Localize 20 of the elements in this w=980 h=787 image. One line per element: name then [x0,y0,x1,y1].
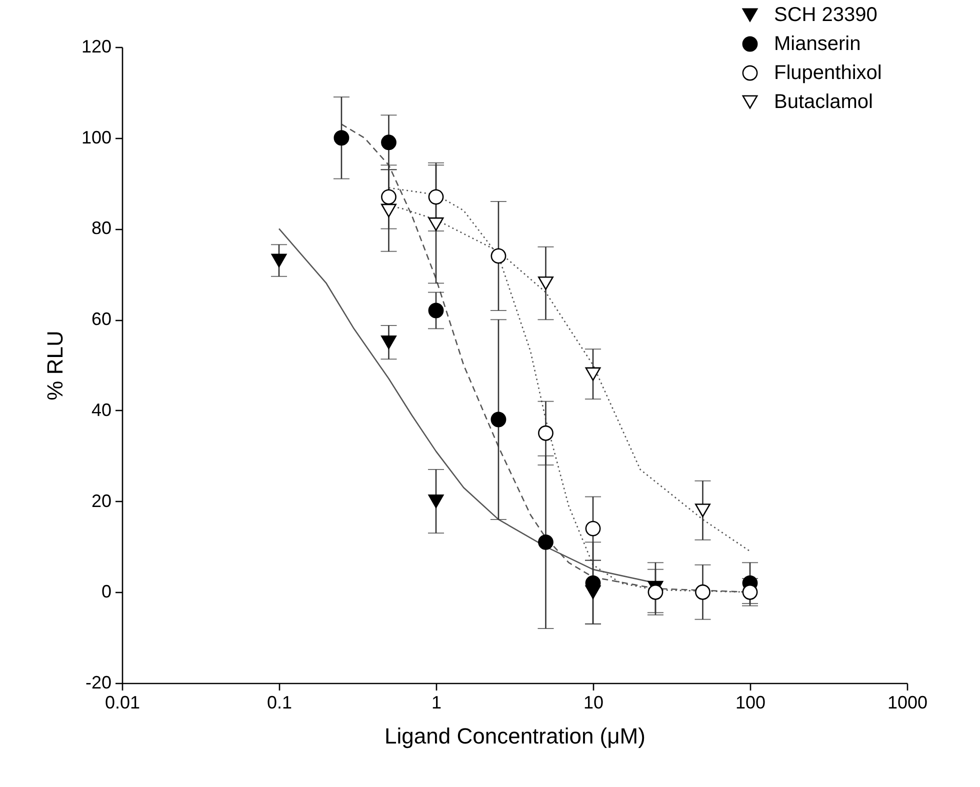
legend-label: Flupenthixol [774,62,882,84]
y-tick-label: 120 [81,36,112,56]
x-tick-label: 100 [735,692,766,712]
legend-label: SCH 23390 [774,4,878,26]
x-tick-label: 1 [431,692,442,712]
y-tick-label: 100 [81,127,112,148]
y-axis-title: % RLU [42,330,68,400]
x-tick-label: 0.01 [104,692,140,712]
legend-label: Butaclamol [774,91,873,113]
y-tick-label: -20 [85,672,112,692]
y-tick-label: 60 [91,309,112,330]
x-axis-title: Ligand Concentration (μM) [384,724,646,748]
legend-label: Mianserin [774,33,861,55]
y-tick-label: 40 [91,400,112,420]
y-tick-label: 80 [91,218,112,238]
y-tick-label: 0 [101,582,112,602]
x-tick-label: 10 [583,692,604,712]
y-tick-label: 20 [91,490,112,511]
x-tick-label: 1000 [887,692,928,712]
x-tick-label: 0.1 [266,692,292,712]
